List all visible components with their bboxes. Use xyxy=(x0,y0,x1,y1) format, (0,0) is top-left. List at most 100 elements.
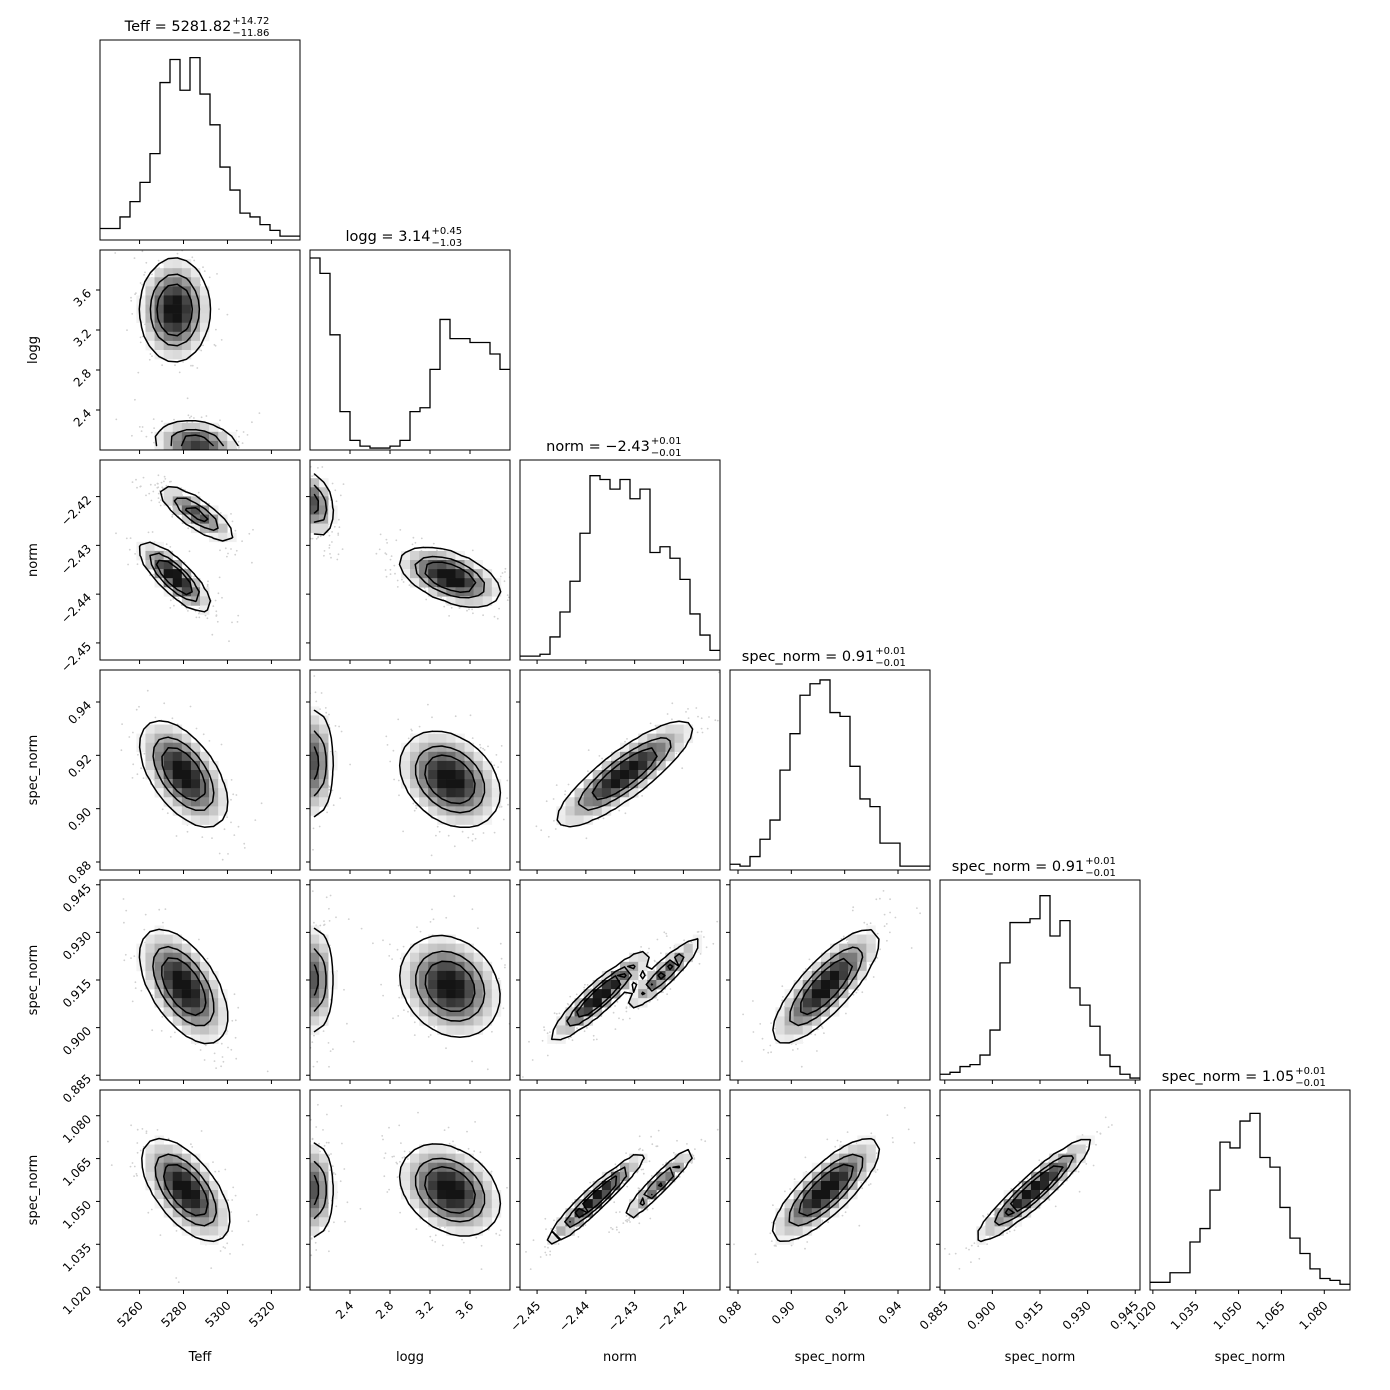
density-cell xyxy=(647,760,657,771)
density-cell xyxy=(136,541,146,552)
title-lower-error: −1.03 xyxy=(431,238,462,249)
density-cell xyxy=(428,779,438,789)
density-cell xyxy=(218,998,228,1008)
histogram-steps xyxy=(100,56,300,237)
density-cell xyxy=(437,989,447,999)
density-cell xyxy=(154,578,164,588)
histogram-teff: Teff = 5281.82 +14.72−11.86 xyxy=(99,16,301,241)
sample-point xyxy=(390,555,393,557)
sample-point xyxy=(222,1246,225,1248)
density-cell xyxy=(200,313,210,324)
sample-point xyxy=(206,957,209,960)
sample-point xyxy=(307,814,309,816)
sample-point xyxy=(338,518,340,521)
density-cell xyxy=(592,770,603,780)
sample-point xyxy=(506,594,509,596)
density-cell xyxy=(145,1153,155,1164)
sample-point xyxy=(214,599,217,602)
sample-point xyxy=(190,364,192,367)
density-cell xyxy=(190,1217,201,1227)
sample-point xyxy=(139,231,141,233)
density-cell xyxy=(482,989,493,999)
scatter-panel-teff-norm xyxy=(99,459,301,661)
sample-point xyxy=(419,930,422,933)
sample-point xyxy=(210,1267,213,1269)
sample-point xyxy=(564,793,566,796)
density-cell xyxy=(154,925,164,935)
sample-point xyxy=(305,507,307,509)
density-cell xyxy=(410,788,420,798)
sample-point xyxy=(541,1039,544,1042)
sample-point xyxy=(319,1150,321,1153)
density-cell xyxy=(665,724,675,734)
density-cell xyxy=(163,569,174,579)
density-cell xyxy=(464,751,474,762)
sample-point xyxy=(549,1031,551,1033)
sample-point xyxy=(189,454,191,456)
sample-point xyxy=(420,537,423,540)
sample-point xyxy=(179,475,181,477)
sample-point xyxy=(311,1137,314,1140)
sample-point xyxy=(141,335,144,338)
density-cell xyxy=(455,980,465,990)
density-cell xyxy=(190,496,201,506)
sample-point xyxy=(308,740,310,742)
sample-point xyxy=(126,329,128,331)
sample-point xyxy=(107,1140,109,1143)
density-cell xyxy=(181,733,192,744)
density-cell xyxy=(154,560,164,570)
density-cell xyxy=(154,313,164,324)
density-cell xyxy=(190,788,201,798)
density-cell xyxy=(491,797,502,807)
sample-point xyxy=(438,830,441,833)
sample-point xyxy=(389,943,391,946)
density-cell xyxy=(181,322,192,333)
sample-point xyxy=(493,831,496,834)
density-cell xyxy=(319,496,329,506)
sample-point xyxy=(334,725,337,727)
sample-point xyxy=(407,737,410,740)
density-cell xyxy=(163,304,174,314)
sample-point xyxy=(153,441,155,444)
density-cell xyxy=(482,1007,493,1017)
sample-point xyxy=(136,1151,139,1154)
density-cell xyxy=(319,970,329,981)
sample-point xyxy=(175,1230,178,1232)
density-cell xyxy=(491,1208,502,1218)
density-cell xyxy=(172,806,183,816)
sample-point xyxy=(583,1030,586,1033)
sample-point xyxy=(308,525,310,527)
sample-point xyxy=(162,451,164,453)
sample-point xyxy=(346,1201,349,1204)
sample-point xyxy=(397,779,400,782)
density-cell xyxy=(154,788,164,798)
density-cell xyxy=(172,431,183,442)
sample-point xyxy=(339,797,342,800)
sample-point xyxy=(306,730,308,732)
density-cell xyxy=(181,514,192,524)
density-cell xyxy=(163,751,174,762)
density-cell xyxy=(218,431,228,442)
sample-point xyxy=(213,1052,216,1055)
density-cell xyxy=(482,587,493,597)
density-cell xyxy=(154,340,164,351)
sample-point xyxy=(307,489,309,491)
density-cell xyxy=(310,1153,320,1164)
sample-point xyxy=(415,807,418,810)
sample-point xyxy=(296,983,298,985)
sample-point xyxy=(163,702,166,705)
density-cell xyxy=(437,550,447,561)
title-lower-error: −0.01 xyxy=(651,448,682,459)
density-cell xyxy=(154,286,164,296)
contour-line xyxy=(161,747,206,802)
density-cell xyxy=(154,970,164,981)
density-cells xyxy=(136,259,237,450)
sample-point xyxy=(131,313,134,315)
sample-point xyxy=(301,787,303,789)
scatter-panel-norm-spec1 xyxy=(519,669,721,871)
sample-point xyxy=(555,1012,558,1015)
density-cell xyxy=(482,998,493,1008)
sample-point xyxy=(413,809,416,812)
density-cell xyxy=(163,733,174,744)
sample-point xyxy=(327,1141,330,1144)
